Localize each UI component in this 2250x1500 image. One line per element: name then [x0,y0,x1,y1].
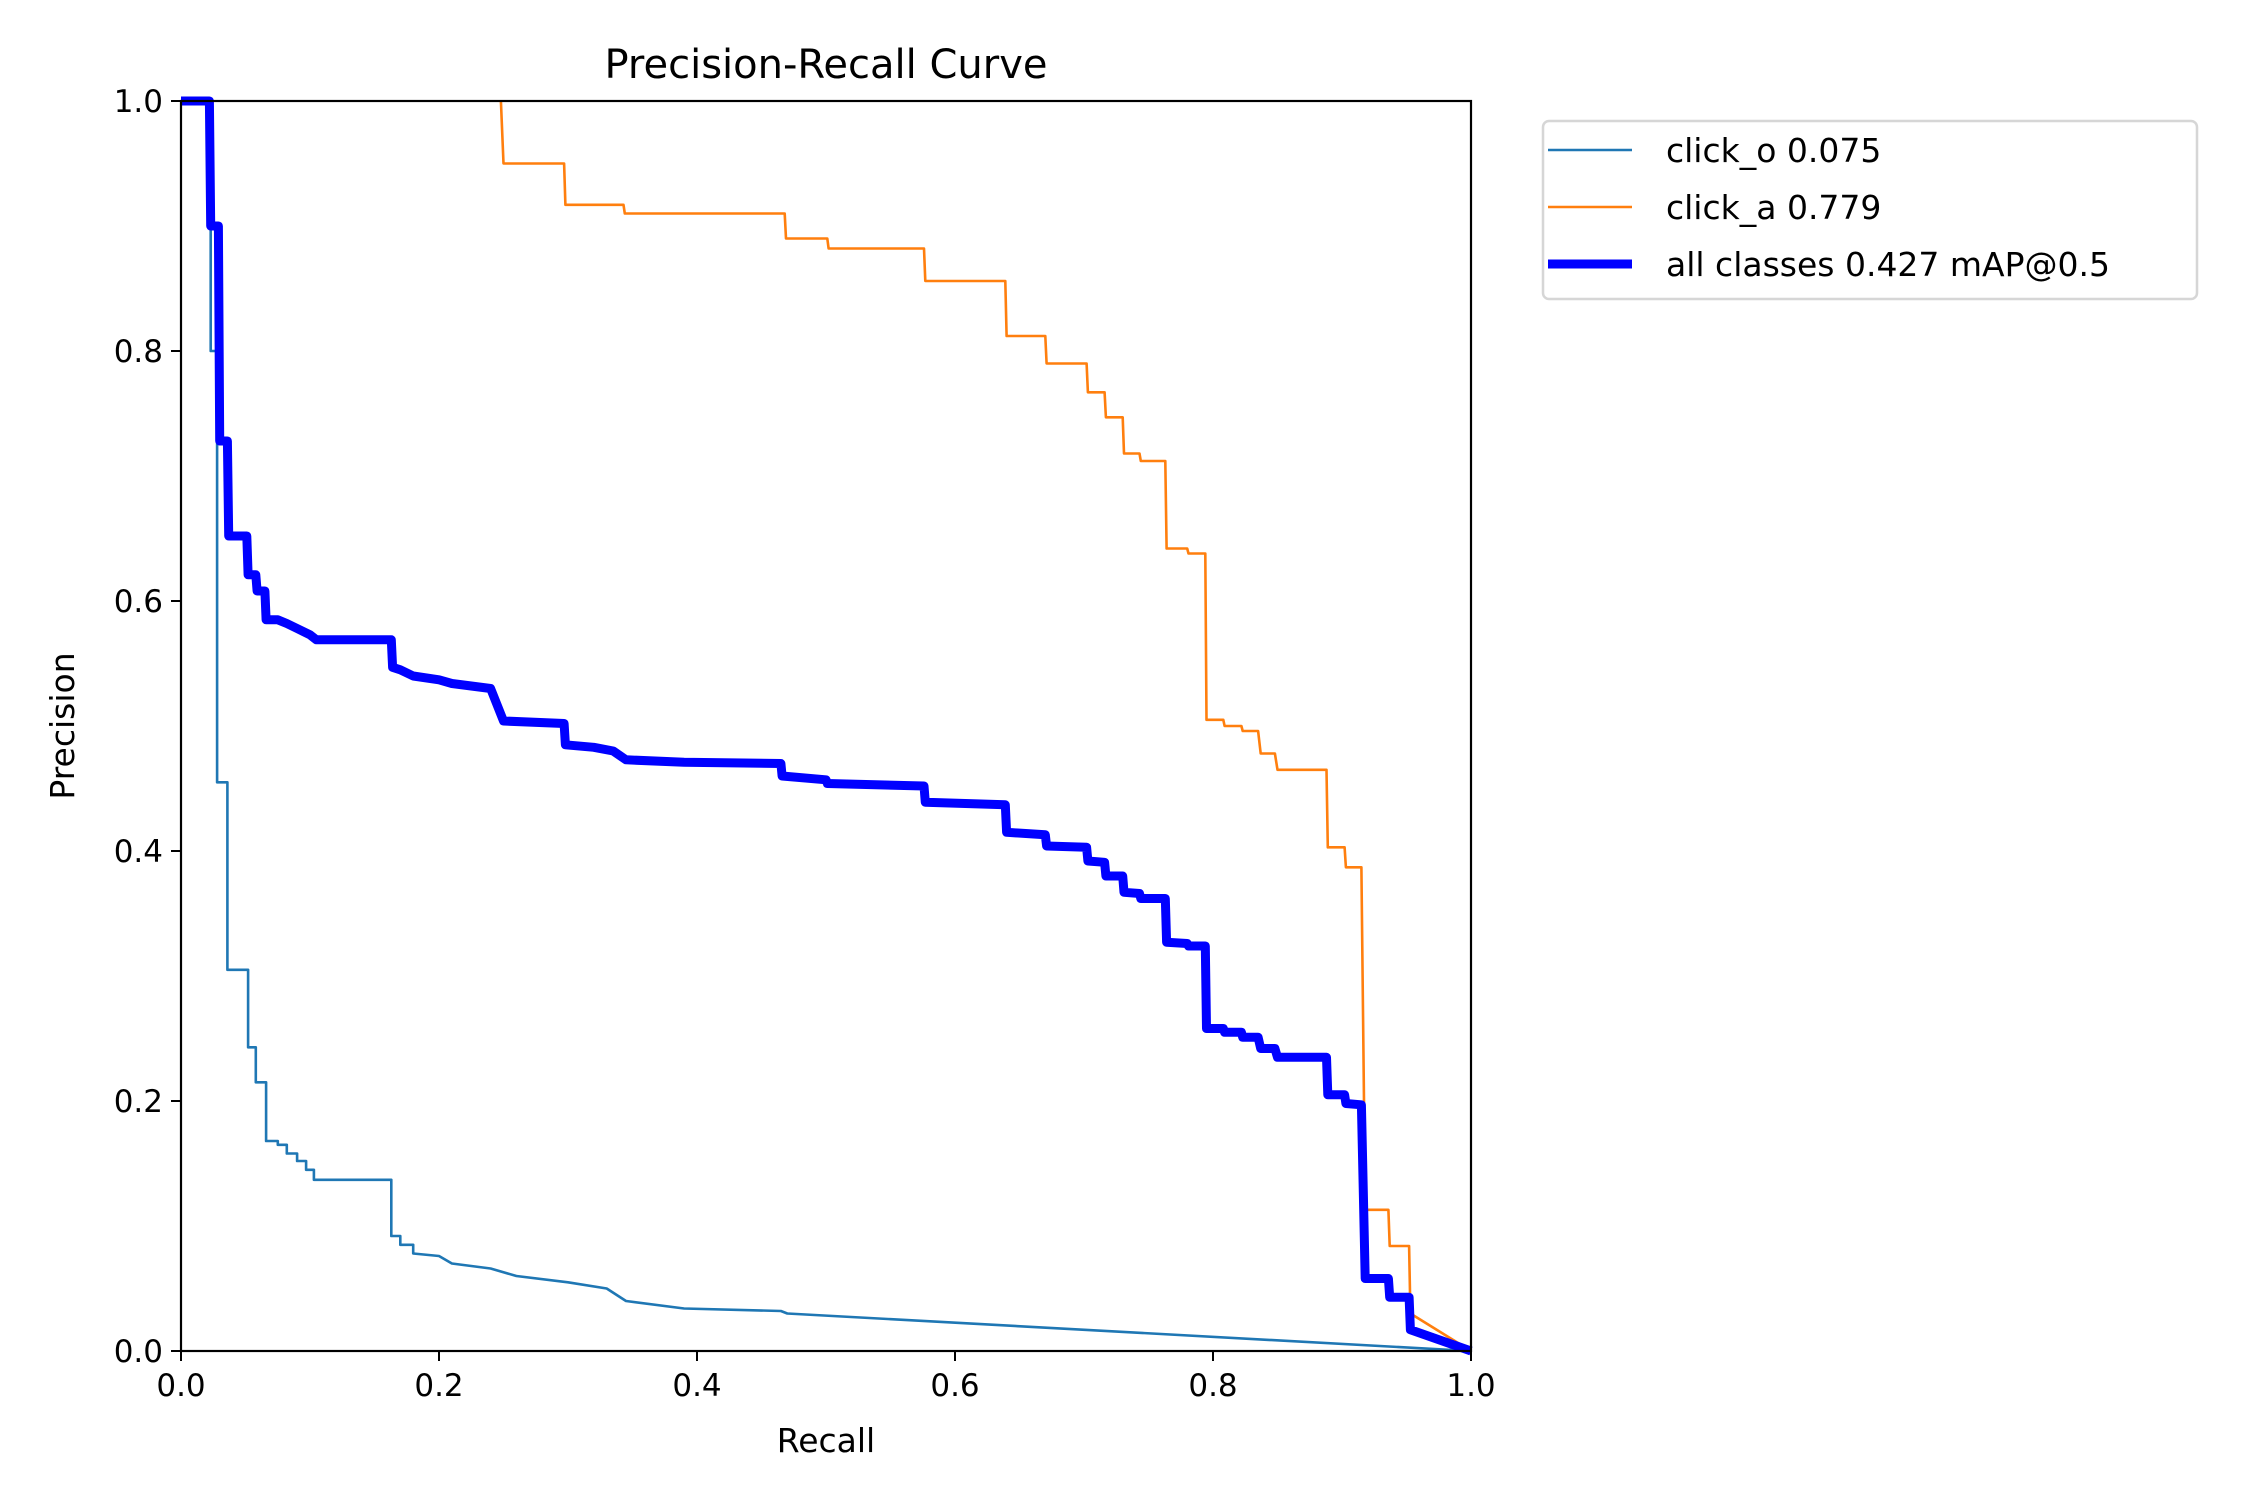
plot-frame [179,99,1473,1353]
x-axis-label: Recall [777,1421,875,1460]
y-tick-label: 0.8 [114,334,163,370]
y-tick-label: 0.4 [114,834,163,870]
y-tick-label: 0.2 [114,1084,163,1120]
legend-box [1541,119,2199,301]
curve-click-a [499,100,1472,1353]
x-tick-label: 0.4 [672,1368,721,1404]
y-tick-label: 0.0 [114,1334,163,1370]
curve-click-o [181,99,1472,1353]
x-tick-label: 0.2 [414,1368,463,1404]
x-tick-label: 0.8 [1188,1368,1237,1404]
y-tick-label: 0.6 [114,584,163,620]
x-tick-label: 1.0 [1446,1368,1495,1404]
legend-label: click_o 0.075 [1666,131,1881,170]
y-axis: 0.0 0.2 0.4 0.6 0.8 1.0 [114,84,181,1370]
legend-label: all classes 0.427 mAP@0.5 [1666,245,2110,284]
y-tick-label: 1.0 [114,84,163,120]
y-axis-label: Precision [43,652,82,799]
legend: click_o 0.075 click_a 0.779 all classes 0.… [1541,119,2199,301]
curves-layer [181,96,1473,1356]
x-axis: 0.0 0.2 0.4 0.6 0.8 1.0 [156,1351,1496,1404]
x-tick-label: 0.0 [156,1368,205,1404]
curve-all-classes [181,96,1473,1356]
x-tick-label: 0.6 [930,1368,979,1404]
legend-label: click_a 0.779 [1666,188,1881,227]
chart-title: Precision-Recall Curve [605,42,1048,88]
